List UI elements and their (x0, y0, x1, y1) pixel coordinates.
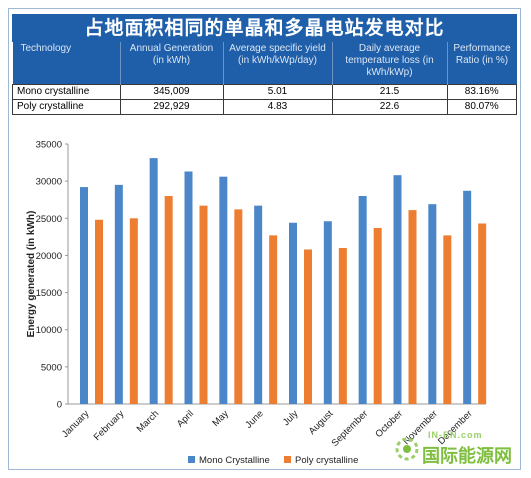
table-row: Mono crystalline 345,009 5.01 21.5 83.16… (12, 84, 517, 100)
table-header-cell: Annual Generation (in kWh) (119, 42, 223, 85)
bar-poly (373, 227, 382, 404)
legend-label: Poly crystalline (295, 455, 358, 466)
bar-mono (114, 184, 123, 404)
x-tick-label: January (60, 408, 92, 440)
table-cell: Mono crystalline (12, 84, 121, 100)
legend-label: Mono Crystalline (199, 455, 270, 466)
y-tick-label: 5000 (41, 362, 62, 373)
bar-poly (408, 210, 417, 404)
table-row: Poly crystalline 292,929 4.83 22.6 80.07… (12, 99, 517, 115)
table-cell: 292,929 (119, 99, 224, 115)
x-tick-label: September (330, 408, 371, 449)
y-tick-label: 20000 (36, 251, 62, 262)
y-tick-label: 35000 (36, 140, 62, 151)
x-tick-label: May (210, 408, 231, 429)
watermark-top-text: IN-EN.com (428, 430, 483, 440)
legend-swatch (284, 456, 291, 463)
bar-chart: 0 5000 10000 15000 20000 25000 30000 35000 Energ… (26, 140, 487, 466)
bar-mono (289, 222, 297, 404)
bar-poly (199, 205, 208, 404)
bar-poly (269, 235, 278, 404)
y-tick-label: 25000 (36, 214, 62, 225)
y-tick-label: 30000 (36, 177, 62, 188)
watermark-main-text: 国际能源网 (422, 446, 512, 467)
y-axis-label: Energy generated (in kWh) (26, 211, 37, 338)
table-cell: 345,009 (119, 84, 224, 100)
summary-table: Technology Annual Generation (in kWh) Av… (12, 42, 517, 115)
watermark-logo-icon (395, 437, 419, 461)
table-header-row: Technology Annual Generation (in kWh) Av… (12, 42, 517, 85)
table-header-cell: Daily average temperature loss (in kWh/k… (331, 42, 447, 85)
bar-mono (149, 158, 158, 404)
table-cell: Poly crystalline (12, 99, 121, 115)
table-header-cell: Performance Ratio (in %) (446, 42, 517, 85)
x-tick-label: August (307, 408, 336, 437)
bar-mono (428, 204, 437, 404)
table-cell: 5.01 (222, 84, 333, 100)
bar-mono (463, 190, 472, 404)
bar-poly (443, 235, 452, 404)
bar-mono (393, 175, 402, 404)
x-tick-label: March (135, 408, 161, 434)
bar-poly (304, 249, 312, 404)
bar-poly (338, 248, 347, 404)
table-cell: 22.6 (331, 99, 448, 115)
table-cell: 80.07% (446, 99, 517, 115)
legend-swatch (188, 456, 195, 463)
table-cell: 21.5 (331, 84, 448, 100)
table-header-cell: Average specific yield (in kWh/kWp/day) (222, 42, 332, 85)
table-cell: 4.83 (222, 99, 333, 115)
bar-mono (80, 187, 88, 404)
bar-mono (358, 196, 367, 404)
bar-poly (478, 223, 487, 404)
y-tick-label: 15000 (36, 288, 62, 299)
x-tick-label: February (92, 408, 127, 443)
banner-title: 占地面积相同的单晶和多晶电站发电对比 (12, 14, 517, 42)
bar-poly (129, 218, 138, 404)
bar-mono (323, 221, 332, 404)
bar-poly (95, 219, 103, 404)
bar-mono (219, 176, 228, 404)
bar-poly (234, 209, 243, 404)
bar-mono (254, 205, 263, 404)
watermark: IN-EN.com 国际能源网 (384, 430, 524, 474)
bar-mono (184, 171, 193, 404)
table-header-cell: Technology (12, 42, 120, 85)
table-cell: 83.16% (446, 84, 517, 100)
y-tick-label: 0 (57, 400, 62, 411)
x-tick-label: July (281, 408, 301, 428)
x-tick-label: June (243, 408, 265, 430)
bar-poly (164, 196, 173, 404)
x-tick-label: April (175, 408, 196, 429)
y-tick-label: 10000 (36, 325, 62, 336)
